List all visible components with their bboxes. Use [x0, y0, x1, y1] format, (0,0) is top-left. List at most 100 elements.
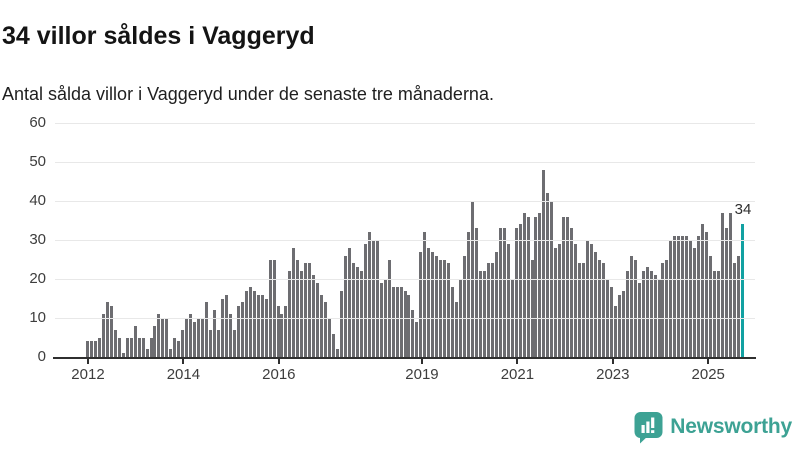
bar	[419, 251, 423, 357]
bar	[169, 349, 173, 357]
bar	[641, 271, 645, 357]
gridline-y-10	[55, 317, 755, 319]
bar	[308, 263, 312, 357]
bar	[363, 243, 367, 357]
bar	[506, 243, 510, 357]
bar	[486, 263, 490, 357]
bar	[661, 263, 665, 357]
bar	[213, 310, 216, 357]
bar	[498, 228, 502, 357]
y-tick-label-60: 60	[29, 114, 46, 131]
bar	[427, 247, 431, 357]
bar	[411, 310, 415, 357]
bar	[351, 263, 355, 357]
bar	[133, 325, 137, 357]
bar	[316, 282, 320, 357]
y-tick-label-40: 40	[29, 192, 46, 209]
x-tick-label-2016: 2016	[262, 366, 296, 383]
bar	[443, 259, 447, 357]
bar	[597, 259, 601, 357]
bar	[324, 302, 328, 357]
bar	[236, 306, 240, 357]
bar	[494, 251, 498, 357]
bar	[201, 318, 205, 357]
bar	[645, 267, 649, 357]
bar	[609, 286, 613, 357]
bar	[546, 193, 550, 357]
bar	[578, 263, 582, 357]
x-tick-label-2019: 2019	[405, 366, 439, 383]
gridline-y-30	[55, 239, 755, 241]
bar	[312, 275, 316, 357]
newsworthy-logo[interactable]: Newsworthy	[634, 409, 792, 445]
gridline-y-60	[55, 122, 755, 124]
bar	[248, 286, 252, 357]
x-tick-2019	[420, 359, 423, 364]
bar	[189, 314, 193, 357]
bar	[558, 243, 562, 357]
bar	[570, 228, 574, 357]
bar	[240, 302, 244, 357]
bar	[709, 255, 713, 357]
bar	[562, 216, 566, 357]
bar	[288, 271, 292, 357]
bar	[232, 329, 236, 357]
bar	[193, 321, 197, 357]
bar	[145, 349, 149, 357]
bar	[332, 333, 336, 357]
y-axis-labels: 0 10 20 30 40 50 60	[6, 0, 46, 450]
bar	[736, 255, 740, 357]
bar	[601, 263, 605, 357]
bar	[586, 240, 590, 357]
bar	[705, 232, 709, 357]
bar	[228, 314, 232, 357]
bar	[395, 286, 399, 357]
bar	[379, 282, 383, 357]
bar	[617, 294, 621, 357]
bar	[681, 236, 685, 357]
bar	[359, 271, 363, 357]
bar	[355, 267, 359, 357]
bar	[86, 341, 89, 357]
bar	[375, 240, 379, 357]
x-tick-2014	[182, 359, 185, 364]
bar	[451, 286, 455, 357]
bar	[153, 325, 157, 357]
bar	[97, 337, 101, 357]
bar	[518, 224, 522, 357]
bar	[478, 271, 482, 357]
bar	[713, 271, 717, 357]
bar	[181, 329, 185, 357]
bar	[534, 216, 538, 357]
bar	[673, 236, 677, 357]
x-tick-2016	[277, 359, 280, 364]
bar	[625, 271, 629, 357]
bar	[280, 314, 284, 357]
bar	[439, 259, 443, 357]
bar	[268, 259, 272, 357]
bar	[399, 286, 403, 357]
bar	[205, 302, 209, 357]
page-title: 34 villor såldes i Vaggeryd	[2, 21, 315, 50]
bar	[542, 169, 546, 357]
bar-latest	[740, 224, 744, 357]
bar	[435, 255, 439, 357]
bar	[367, 232, 371, 357]
chart-subtitle: Antal sålda villor i Vaggeryd under de s…	[2, 84, 494, 104]
bar	[665, 259, 669, 357]
bar	[109, 306, 113, 357]
x-tick-label-2025: 2025	[691, 366, 725, 383]
bar	[197, 318, 201, 357]
x-tick-2023	[611, 359, 614, 364]
bar	[447, 263, 451, 357]
bar	[220, 298, 224, 357]
bar	[105, 302, 109, 357]
bar	[209, 329, 213, 357]
bar	[304, 263, 308, 357]
y-tick-label-20: 20	[29, 270, 46, 287]
bar	[252, 290, 256, 357]
bar	[165, 318, 169, 357]
bar	[685, 236, 689, 357]
bar	[125, 337, 129, 357]
bar	[113, 329, 117, 357]
